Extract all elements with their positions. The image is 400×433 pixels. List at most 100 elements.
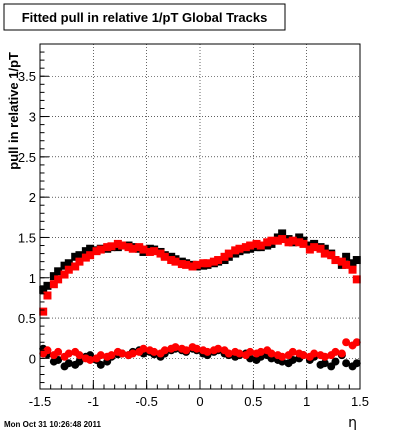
data-point-square <box>49 280 58 289</box>
data-point-circle <box>246 347 255 356</box>
data-point-square <box>192 260 201 269</box>
data-point-square <box>263 238 272 247</box>
data-point-square <box>167 256 176 265</box>
data-point-square <box>320 244 329 253</box>
data-point-square <box>81 247 90 256</box>
data-point-circle <box>75 351 84 360</box>
data-point-circle <box>96 351 105 360</box>
data-point-circle <box>267 349 276 358</box>
data-point-square <box>256 241 265 250</box>
data-point-square <box>220 252 229 261</box>
title-box <box>3 3 286 31</box>
data-point-square <box>150 247 159 256</box>
data-point-square <box>252 239 261 248</box>
y-tick-label: 2 <box>29 190 36 205</box>
data-point-square <box>299 239 308 248</box>
data-point-square <box>241 243 250 252</box>
chart-title: Fitted pull in relative 1/pT Global Trac… <box>22 10 268 25</box>
data-point-circle <box>64 349 73 358</box>
data-point-square <box>81 253 90 262</box>
data-point-square <box>231 246 240 255</box>
data-point-circle <box>320 359 329 368</box>
data-point-square <box>316 244 325 253</box>
data-point-square <box>171 257 180 266</box>
data-point-circle <box>352 338 361 347</box>
data-point-square <box>128 244 137 253</box>
data-point-circle <box>54 347 63 356</box>
data-point-square <box>305 241 314 250</box>
data-point-square <box>288 236 297 245</box>
data-point-square <box>118 241 127 250</box>
data-point-circle <box>64 359 73 368</box>
data-point-square <box>145 247 154 256</box>
data-point-square <box>156 249 165 258</box>
data-point-circle <box>75 357 84 366</box>
data-point-square <box>267 236 276 245</box>
data-point-circle <box>342 359 351 368</box>
data-point-square <box>64 259 73 268</box>
data-point-square <box>43 281 52 290</box>
data-point-square <box>295 233 304 242</box>
y-tick-label: 3 <box>29 110 36 125</box>
data-point-circle <box>320 352 329 361</box>
data-point-circle <box>331 347 340 356</box>
data-point-square <box>203 259 212 268</box>
data-point-square <box>182 260 191 269</box>
data-point-square <box>86 251 95 260</box>
data-point-circle <box>299 351 308 360</box>
data-point-circle <box>352 359 361 368</box>
data-point-square <box>327 251 336 260</box>
data-point-square <box>86 244 95 253</box>
data-point-square <box>107 242 116 251</box>
data-point-square <box>278 229 287 238</box>
data-point-square <box>39 307 48 316</box>
y-axis-label: pull in relative 1/pT <box>6 52 21 170</box>
data-point-square <box>60 261 69 270</box>
x-tick-label: 1.5 <box>351 394 369 409</box>
data-point-square <box>103 243 112 252</box>
data-point-square <box>177 260 186 269</box>
data-point-circle <box>224 349 233 358</box>
y-tick-label: 1.5 <box>18 230 36 245</box>
timestamp-footer: Mon Oct 31 10:26:48 2011 <box>4 420 101 429</box>
data-point-square <box>214 256 223 265</box>
data-point-circle <box>128 349 137 358</box>
data-point-square <box>235 244 244 253</box>
data-point-circle <box>96 360 105 369</box>
data-point-circle <box>160 346 169 355</box>
data-point-circle <box>337 349 346 358</box>
data-point-square <box>278 235 287 244</box>
data-point-square <box>75 257 84 266</box>
data-point-circle <box>256 347 265 356</box>
data-point-square <box>331 256 340 265</box>
y-tick-label: 2.5 <box>18 150 36 165</box>
data-point-square <box>342 260 351 269</box>
data-point-square <box>348 265 357 274</box>
data-point-square <box>64 265 73 274</box>
y-tick-label: 0.5 <box>18 311 36 326</box>
data-point-square <box>54 267 63 276</box>
data-point-square <box>39 285 48 294</box>
data-point-square <box>60 270 69 279</box>
data-point-square <box>337 257 346 266</box>
data-point-square <box>310 243 319 252</box>
x-tick-label: -1.5 <box>29 394 51 409</box>
data-point-square <box>54 275 63 284</box>
data-point-circle <box>86 355 95 364</box>
x-axis-label: η <box>348 415 357 431</box>
data-point-square <box>75 251 84 260</box>
data-point-circle <box>43 346 52 355</box>
data-point-square <box>113 239 122 248</box>
data-point-circle <box>139 344 148 353</box>
data-point-circle <box>235 349 244 358</box>
data-point-square <box>71 262 80 271</box>
data-point-square <box>342 252 351 261</box>
y-tick-label: 3.5 <box>18 69 36 84</box>
data-point-circle <box>278 352 287 361</box>
y-tick-labels: 0 0.5 1 1.5 2 2.5 3 3.5 <box>18 69 36 366</box>
data-point-circle <box>203 347 212 356</box>
data-point-square <box>348 259 357 268</box>
data-point-circle <box>182 346 191 355</box>
x-tick-label: 0 <box>196 394 203 409</box>
